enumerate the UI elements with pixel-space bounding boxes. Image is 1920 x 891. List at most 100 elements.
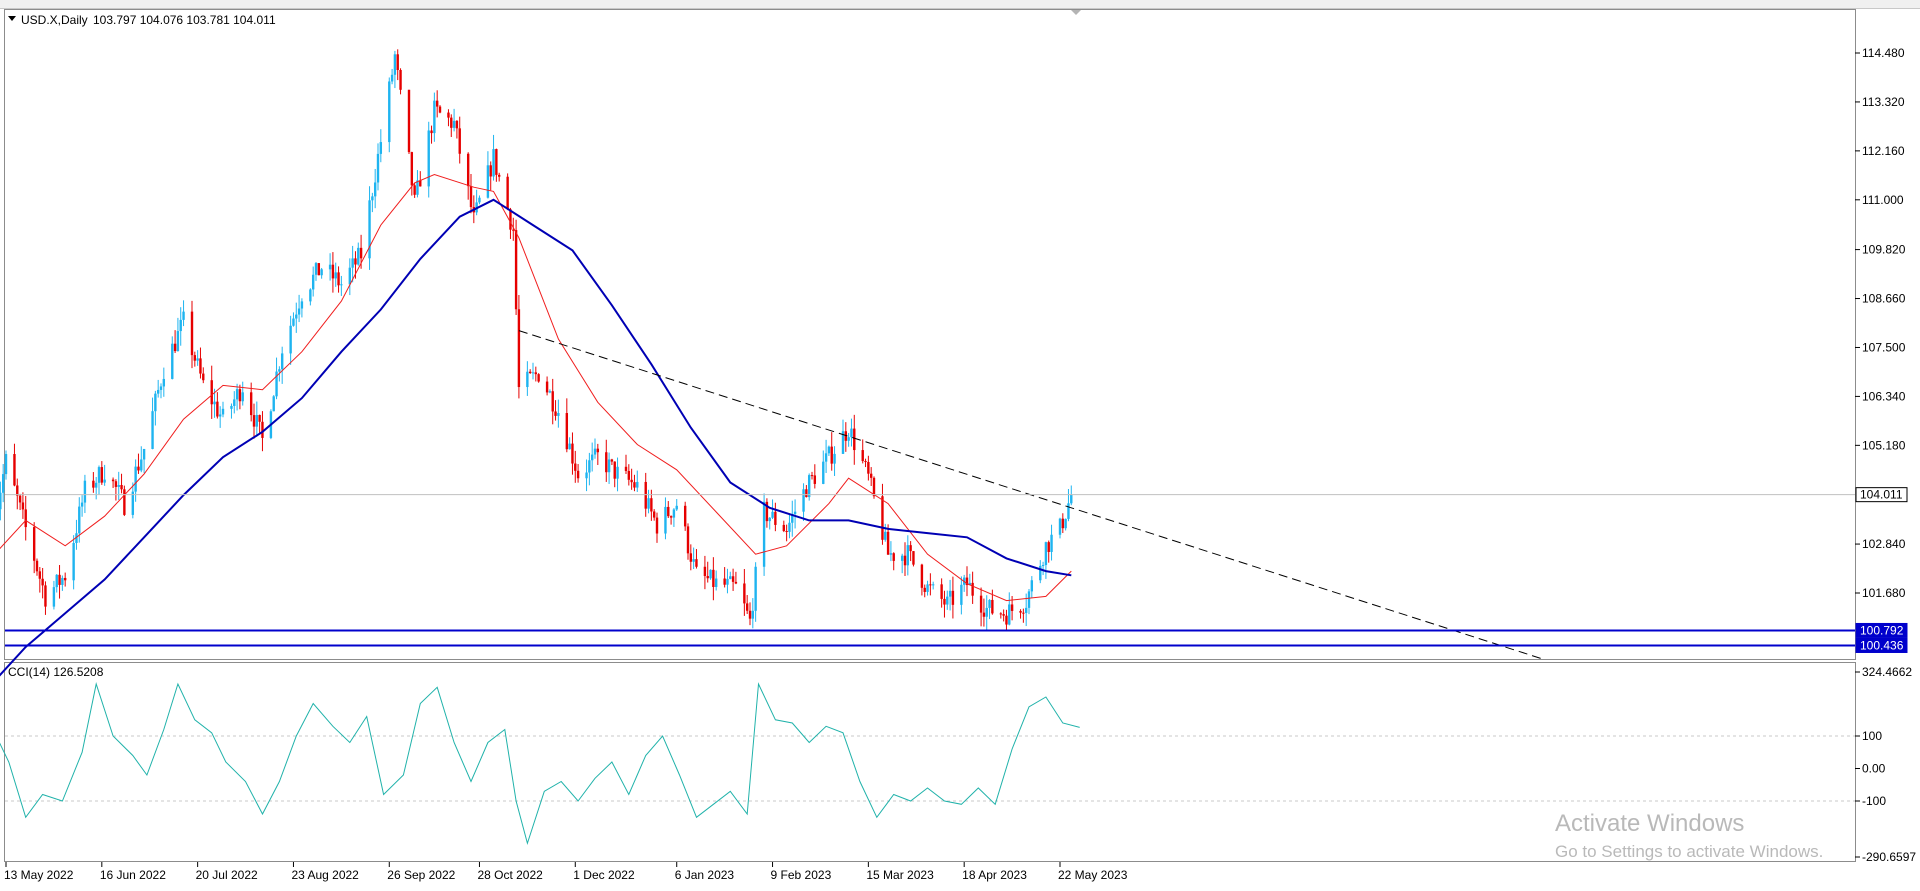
candle [142,448,146,473]
candle [495,148,498,182]
candle [241,381,244,406]
candle [466,152,470,200]
candle [221,401,225,418]
candle [1,463,5,503]
candle [41,567,44,599]
candle [340,275,343,296]
candle [765,498,769,528]
candle [743,568,746,616]
candle [450,114,453,138]
cci-tick-label: -100 [1862,794,1886,808]
candle [452,108,456,132]
candle [280,346,284,384]
candle [337,266,340,293]
candle [884,523,887,542]
candle [822,450,825,485]
time-tick-label: 20 Jul 2022 [196,868,258,882]
candle [526,361,529,396]
candle [593,438,597,459]
candle [44,581,47,615]
candle [120,473,123,494]
candle [514,219,518,315]
candle [21,492,25,519]
candle [289,315,292,365]
candle [162,367,166,397]
candle [137,453,140,474]
candle [1064,518,1067,531]
candle [328,253,332,281]
candle [1044,541,1048,579]
candle [258,414,261,434]
candle [478,195,481,205]
candle [751,598,755,629]
candle [292,312,295,327]
candle [114,479,118,501]
candle [72,535,75,590]
price-tick-label: 108.660 [1862,292,1906,306]
price-tag: 100.436 [1855,637,1908,653]
cci-window-frame [4,662,1856,862]
candle [545,376,549,396]
candle [695,549,698,569]
candle [368,186,371,270]
candle [438,105,442,114]
price-tag: 104.011 [1855,487,1908,503]
time-tick-label: 23 Aug 2022 [291,868,359,882]
candle [633,474,636,492]
candle [24,495,27,541]
candle [793,499,797,529]
candle [548,389,552,394]
candle [61,575,64,591]
time-axis: 13 May 2022 16 Jun 2022 20 Jul 2022 23 Aug … [4,862,1128,882]
candle [807,473,811,501]
candle [80,495,84,517]
candle [903,542,907,576]
candle [320,267,323,279]
candle [233,391,236,414]
candle [926,580,929,596]
main-chart-frame [4,9,1856,660]
candle [768,517,771,530]
candle [951,576,955,619]
candle [531,362,535,380]
candle [393,50,397,89]
candle [492,134,495,181]
symbol-dropdown-icon[interactable] [8,16,16,21]
candle [568,437,571,450]
candle [309,288,312,306]
time-tick-label: 26 Sep 2022 [387,868,455,882]
candle [929,573,932,596]
candle [791,500,794,537]
candle [295,302,298,333]
candle [692,547,695,570]
cci-tick-label: 100 [1862,729,1882,743]
candle [627,464,631,486]
candle [103,464,106,486]
candle [703,555,707,590]
candle [565,398,569,453]
candle [399,68,402,95]
candle [435,90,439,118]
candle [557,399,560,428]
candle [179,307,182,346]
chart-shift-marker[interactable] [1071,10,1081,15]
candle [605,439,608,482]
price-tag: 100.792 [1855,622,1908,638]
candle [788,514,791,539]
candle [230,403,233,419]
candle [864,458,867,468]
candle [1019,609,1022,619]
candle [813,464,817,489]
candle [762,493,766,576]
candle [489,161,492,191]
candle [554,400,557,421]
candle [968,573,972,586]
candle [159,383,163,399]
candle [357,242,360,266]
candle [607,452,611,484]
candle [58,565,61,599]
symbol-caption: USD.X,Daily [21,13,88,27]
candle [193,351,197,367]
price-tick-label: 112.160 [1862,144,1905,158]
